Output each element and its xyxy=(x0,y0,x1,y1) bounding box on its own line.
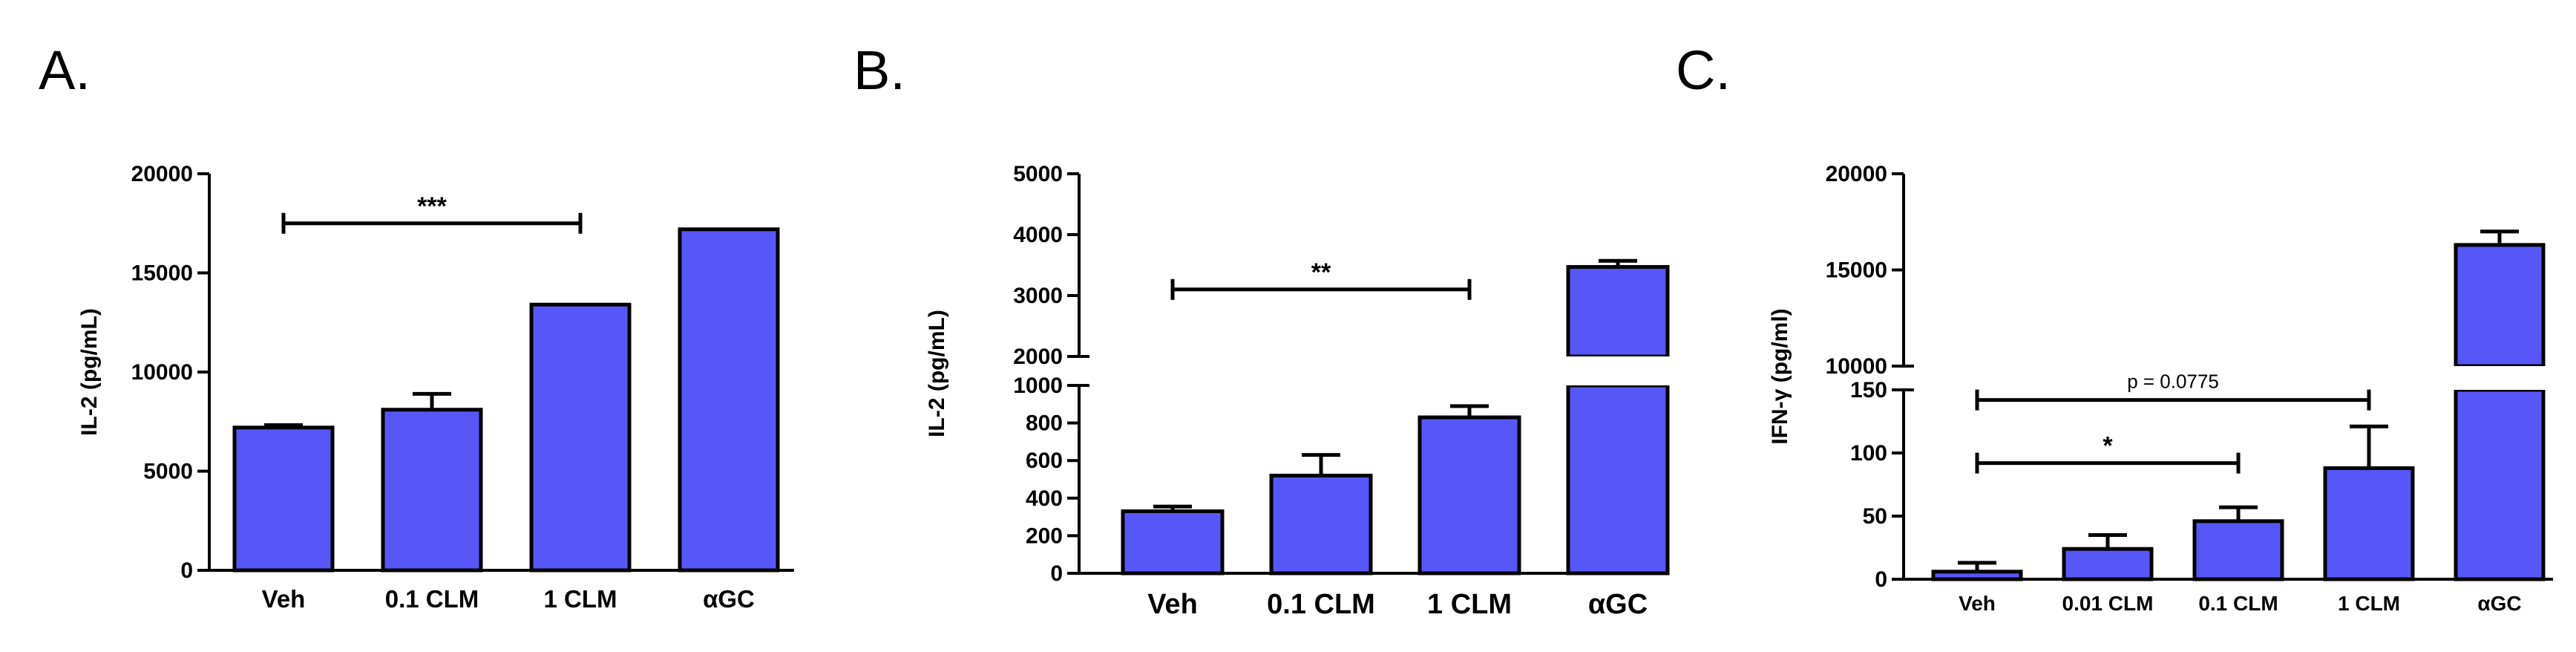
x-tick-label: αGC xyxy=(703,585,755,613)
y-tick-label: 5000 xyxy=(1013,162,1063,186)
bar xyxy=(529,302,632,573)
x-tick-label: 1 CLM xyxy=(1427,589,1512,620)
bar xyxy=(2192,519,2284,581)
y-tick-label: 0 xyxy=(1875,567,1887,592)
x-tick-label: Veh xyxy=(262,585,306,613)
bar-break-gap xyxy=(2453,366,2546,390)
x-tick-label: 1 CLM xyxy=(544,585,617,613)
x-tick-label: αGC xyxy=(2477,592,2521,615)
panel-letter: A. xyxy=(39,39,91,101)
x-tick-label: 0.1 CLM xyxy=(385,585,479,613)
bar xyxy=(1566,264,1670,359)
y-tick-label: 50 xyxy=(1863,504,1887,529)
y-tick-label: 200 xyxy=(1026,524,1063,548)
y-tick-label: 800 xyxy=(1026,411,1063,436)
y-tick-label: 2000 xyxy=(1013,345,1063,369)
y-tick-label: 5000 xyxy=(143,460,193,484)
x-tick-label: αGC xyxy=(1588,589,1648,620)
y-tick-label: 1000 xyxy=(1013,374,1063,398)
bar xyxy=(2454,388,2546,581)
y-tick-label: 600 xyxy=(1026,449,1063,473)
y-tick-label: 0 xyxy=(1050,561,1063,586)
x-tick-label: Veh xyxy=(1959,592,1996,615)
y-tick-label: 0 xyxy=(180,558,193,583)
bar-break-gap xyxy=(1565,356,1671,385)
y-tick-label: 10000 xyxy=(1826,354,1887,379)
y-axis-label: IFN-γ (pg/ml) xyxy=(1768,308,1792,444)
x-tick-label: Veh xyxy=(1147,589,1198,620)
y-tick-label: 3000 xyxy=(1013,284,1063,308)
panel-letter: C. xyxy=(1676,39,1731,101)
y-axis-label: IL-2 (pg/mL) xyxy=(77,308,102,436)
significance-label: p = 0.0775 xyxy=(2127,371,2219,393)
panel-letter: B. xyxy=(853,39,905,101)
y-tick-label: 100 xyxy=(1850,441,1887,466)
y-tick-label: 15000 xyxy=(131,261,193,286)
bar xyxy=(1121,509,1225,576)
y-axis-label: IL-2 (pg/mL) xyxy=(925,310,949,437)
bar xyxy=(232,426,335,573)
bar xyxy=(1418,415,1521,576)
y-tick-label: 4000 xyxy=(1013,223,1063,247)
y-tick-label: 400 xyxy=(1026,486,1063,511)
y-tick-label: 10000 xyxy=(131,360,193,385)
bar xyxy=(381,408,483,573)
bar xyxy=(1269,473,1373,576)
y-tick-label: 20000 xyxy=(131,162,193,186)
significance-label: * xyxy=(2103,432,2113,460)
bar xyxy=(2454,243,2546,368)
y-tick-label: 20000 xyxy=(1826,162,1887,186)
y-tick-label: 150 xyxy=(1850,378,1887,402)
y-tick-label: 15000 xyxy=(1826,258,1887,283)
bar xyxy=(1566,383,1670,576)
x-tick-label: 0.01 CLM xyxy=(2062,592,2154,615)
x-tick-label: 1 CLM xyxy=(2338,592,2400,615)
significance-label: *** xyxy=(417,192,447,221)
bar xyxy=(678,227,780,573)
bar xyxy=(1931,570,2023,581)
bar xyxy=(2323,466,2415,581)
bar xyxy=(2062,547,2154,581)
x-tick-label: 0.1 CLM xyxy=(2198,592,2278,615)
x-tick-label: 0.1 CLM xyxy=(1267,589,1375,620)
significance-label: ** xyxy=(1311,258,1331,287)
